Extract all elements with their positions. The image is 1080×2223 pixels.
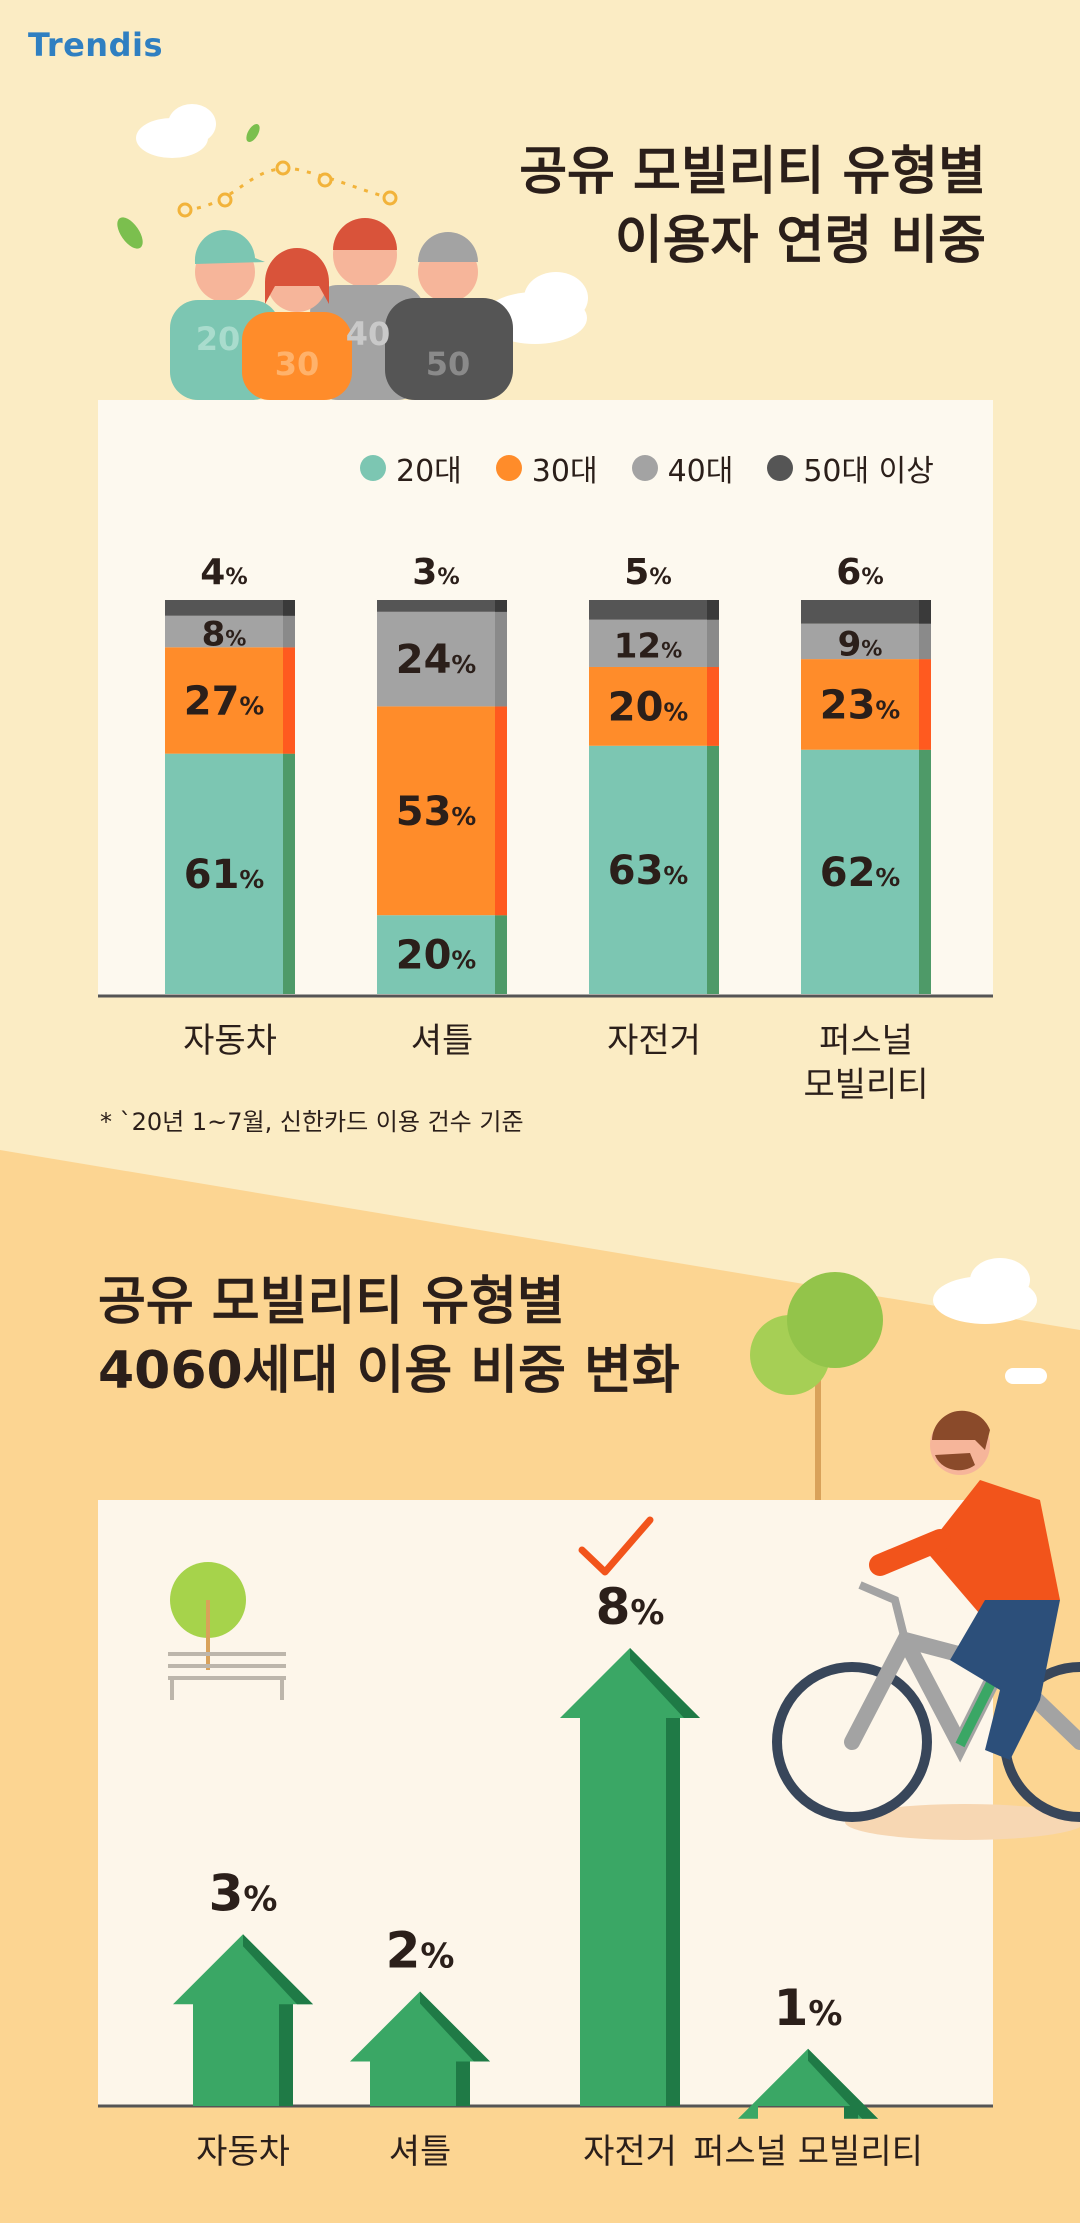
legend-swatch bbox=[495, 455, 522, 481]
bar-segment bbox=[165, 615, 295, 648]
bar-segment-shade bbox=[495, 600, 507, 612]
arrow-head-shade bbox=[630, 1648, 700, 1718]
bar-segment-shade bbox=[283, 753, 295, 994]
category-label: 셔틀 bbox=[389, 2132, 452, 2172]
section1-title: 공유 모빌리티 유형별 이용자 연령 비중 bbox=[519, 138, 986, 275]
legend-label: 20대 bbox=[396, 454, 462, 489]
footnote: * `20년 1~7월, 신한카드 이용 건수 기준 bbox=[100, 1108, 524, 1136]
arrow-head-shade bbox=[243, 1934, 313, 2005]
arrow-bar-shade bbox=[666, 1718, 680, 2106]
bench-icon bbox=[168, 1562, 286, 1700]
legend-item-20: 20대 bbox=[360, 446, 462, 490]
people-illustration: 20 30 40 50 bbox=[170, 218, 513, 400]
bar-segment-shade bbox=[707, 619, 719, 667]
data-label: 23% bbox=[820, 682, 901, 728]
arrow-bar bbox=[350, 1991, 490, 2106]
arrow-bar-shade bbox=[456, 2061, 470, 2106]
bar-segment bbox=[377, 706, 507, 916]
bar-segment-shade bbox=[283, 600, 295, 616]
bar-segment-shade bbox=[283, 647, 295, 754]
legend-swatch bbox=[631, 455, 658, 481]
category-label: 셔틀 bbox=[411, 1021, 474, 1061]
data-label: 1% bbox=[774, 1979, 843, 2037]
data-label: 27% bbox=[184, 678, 265, 724]
tree-icon bbox=[750, 1272, 883, 1500]
bar-segment bbox=[801, 600, 931, 624]
bar-segment-shade bbox=[919, 600, 931, 624]
legend-label: 40대 bbox=[667, 454, 734, 489]
brand-logo: Trendis bbox=[28, 26, 163, 64]
bar-segment bbox=[377, 611, 507, 707]
section1-title-line2: 이용자 연령 비중 bbox=[614, 210, 986, 271]
category-label: 자전거 bbox=[607, 1021, 701, 1061]
category-label: 모빌리티 bbox=[803, 1065, 928, 1105]
bar-segment-shade bbox=[283, 615, 295, 648]
bar-segment-shade bbox=[707, 600, 719, 620]
section2-title-line1: 공유 모빌리티 유형별 bbox=[98, 1272, 565, 1332]
bar-segment-shade bbox=[919, 659, 931, 750]
bar-segment-shade bbox=[919, 749, 931, 994]
chart1-legend: 20대 30대 40대 50대 이상 bbox=[360, 446, 934, 490]
arrow-bar bbox=[738, 2048, 878, 2119]
legend-item-50: 50대 이상 bbox=[767, 446, 934, 490]
illustration-number: 30 bbox=[275, 345, 320, 383]
category-label: 자동차 bbox=[183, 1021, 277, 1061]
bar-segment bbox=[801, 623, 931, 660]
legend-swatch bbox=[767, 455, 794, 481]
bar-segment-shade bbox=[495, 915, 507, 994]
bar-segment bbox=[801, 749, 931, 994]
arrow-bar-shade bbox=[279, 2004, 293, 2106]
cloud-icon bbox=[136, 104, 216, 158]
bar-segment bbox=[801, 659, 931, 750]
category-label: 자전거 bbox=[583, 2132, 677, 2172]
section1-title-line1: 공유 모빌리티 유형별 bbox=[519, 142, 986, 202]
data-label: 61% bbox=[184, 852, 265, 898]
category-label: 퍼스널 bbox=[819, 1021, 913, 1061]
cloud-icon bbox=[933, 1258, 1047, 1384]
bar-segment-shade bbox=[495, 706, 507, 916]
data-label: 3% bbox=[412, 552, 459, 593]
bar-segment bbox=[165, 647, 295, 754]
bar-segment bbox=[165, 753, 295, 994]
legend-item-30: 30대 bbox=[495, 446, 598, 490]
bar-segment bbox=[377, 600, 507, 612]
bar-segment bbox=[589, 666, 719, 746]
leaf-icon bbox=[246, 123, 260, 143]
check-icon bbox=[578, 1516, 654, 1576]
legend-item-40: 40대 bbox=[631, 446, 734, 490]
section2-title: 공유 모빌리티 유형별 4060세대 이용 비중 변화 bbox=[98, 1268, 680, 1405]
leaf-icon bbox=[117, 217, 143, 249]
section2-title-line2: 4060세대 이용 비중 변화 bbox=[98, 1340, 680, 1401]
bar-segment bbox=[589, 619, 719, 667]
legend-label: 50대 이상 bbox=[803, 454, 934, 489]
bar-segment bbox=[165, 600, 295, 616]
bar-segment bbox=[589, 745, 719, 994]
illustration-number: 40 bbox=[346, 315, 391, 353]
illustration-number: 50 bbox=[426, 345, 471, 383]
cyclist-illustration bbox=[772, 1410, 1080, 1840]
category-label: 퍼스널 모빌리티 bbox=[693, 2132, 923, 2172]
stacked-bar-chart: 61%27%8%4%자동차20%53%24%3%셔틀63%20%12%5%자전거… bbox=[165, 552, 931, 1105]
arrow-head-shade bbox=[420, 1991, 490, 2062]
data-label: 3% bbox=[209, 1864, 278, 1922]
bar-segment bbox=[377, 915, 507, 994]
bar-segment-shade bbox=[707, 745, 719, 994]
bar-segment-shade bbox=[919, 623, 931, 660]
data-label: 2% bbox=[386, 1922, 455, 1980]
bar-segment-shade bbox=[495, 611, 507, 707]
bar-segment-shade bbox=[707, 666, 719, 746]
bar-segment bbox=[589, 600, 719, 620]
data-label: 4% bbox=[200, 552, 247, 593]
data-label: 8% bbox=[202, 615, 247, 655]
category-label: 자동차 bbox=[196, 2132, 290, 2172]
illustration-number: 20 bbox=[196, 320, 241, 358]
arrow-head-shade bbox=[808, 2048, 878, 2119]
legend-swatch bbox=[360, 455, 386, 481]
arrow-bar bbox=[560, 1648, 700, 2106]
legend-label: 30대 bbox=[531, 454, 598, 489]
data-label: 8% bbox=[596, 1578, 665, 1636]
